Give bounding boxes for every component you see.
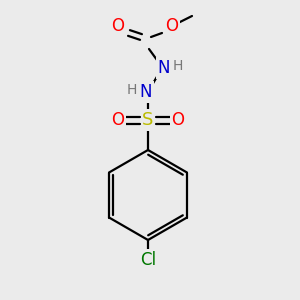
Text: Cl: Cl xyxy=(140,251,156,269)
Text: O: O xyxy=(112,111,124,129)
Text: N: N xyxy=(140,83,152,101)
Text: O: O xyxy=(112,17,124,35)
Text: S: S xyxy=(142,111,154,129)
Text: O: O xyxy=(172,111,184,129)
Text: H: H xyxy=(173,59,183,73)
Text: H: H xyxy=(127,83,137,97)
Text: O: O xyxy=(166,17,178,35)
Text: N: N xyxy=(158,59,170,77)
